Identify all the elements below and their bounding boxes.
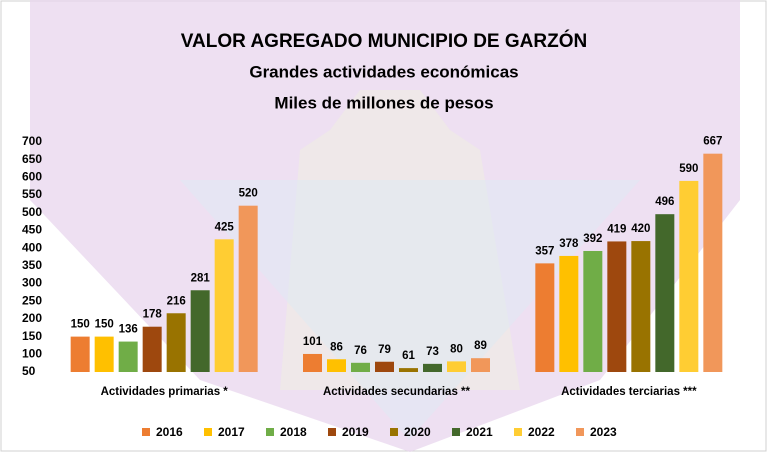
bar	[447, 361, 466, 372]
bar	[423, 363, 442, 372]
legend-swatch	[576, 428, 584, 436]
legend-label: 2022	[528, 425, 555, 439]
legend-swatch	[328, 428, 336, 436]
value-label: 496	[655, 196, 674, 208]
chart-subtitle: Miles de millones de pesos	[274, 93, 493, 112]
watermark-church	[280, 90, 520, 390]
bar	[375, 361, 394, 372]
legend-swatch	[452, 428, 460, 436]
y-tick-label: 450	[22, 223, 42, 237]
legend-label: 2020	[404, 425, 431, 439]
bar	[327, 359, 346, 372]
legend-swatch	[266, 428, 274, 436]
legend-label: 2016	[156, 425, 183, 439]
chart-title: VALOR AGREGADO MUNICIPIO DE GARZÓN	[181, 30, 587, 52]
bar	[118, 341, 138, 372]
bar	[94, 336, 114, 372]
x-tick-label: Actividades primarias *	[101, 386, 229, 398]
bar	[559, 255, 579, 372]
value-label: 61	[402, 350, 415, 362]
value-label: 73	[426, 346, 439, 358]
value-label: 86	[330, 341, 343, 353]
bar	[471, 358, 490, 372]
value-label: 80	[450, 343, 463, 355]
value-label: 392	[583, 233, 602, 245]
bar	[399, 368, 418, 372]
y-tick-label: 400	[22, 240, 42, 254]
legend-label: 2017	[218, 425, 245, 439]
y-tick-label: 600	[22, 170, 42, 184]
y-tick-label: 350	[22, 258, 42, 272]
bar	[190, 290, 210, 372]
watermark-mountain	[180, 180, 640, 440]
y-tick-label: 500	[22, 205, 42, 219]
value-label: 79	[378, 344, 391, 356]
bar	[142, 326, 162, 372]
value-label: 216	[167, 295, 186, 307]
value-label: 419	[607, 223, 626, 235]
bar	[679, 180, 699, 372]
y-tick-label: 250	[22, 293, 42, 307]
y-tick-label: 100	[22, 346, 42, 360]
y-tick-label: 150	[22, 329, 42, 343]
value-label: 281	[191, 272, 211, 284]
bar	[583, 250, 603, 372]
value-label: 150	[71, 319, 90, 331]
y-tick-label: 200	[22, 311, 42, 325]
bar	[655, 214, 675, 372]
bar	[238, 205, 258, 372]
y-tick-label: 550	[22, 187, 42, 201]
value-label: 178	[143, 309, 163, 321]
value-label: 378	[559, 238, 579, 250]
value-label: 101	[303, 336, 323, 348]
value-label: 667	[703, 136, 722, 148]
bar	[214, 239, 234, 372]
value-label: 136	[119, 324, 138, 336]
value-label: 420	[631, 223, 650, 235]
bar	[631, 241, 651, 372]
value-label: 150	[95, 319, 114, 331]
value-label: 357	[535, 245, 554, 257]
value-label: 520	[239, 188, 258, 200]
legend-label: 2018	[280, 425, 307, 439]
value-label: 89	[474, 340, 487, 352]
legend-label: 2023	[590, 425, 617, 439]
legend-label: 2019	[342, 425, 369, 439]
legend-swatch	[204, 428, 212, 436]
bar	[166, 313, 186, 372]
bar	[303, 353, 322, 372]
y-tick-label: 700	[22, 134, 42, 148]
x-tick-label: Actividades secundarias **	[323, 386, 471, 398]
bar	[703, 153, 723, 372]
y-tick-label: 50	[22, 364, 36, 378]
x-tick-label: Actividades terciarias ***	[561, 386, 697, 398]
value-label: 425	[215, 221, 235, 233]
legend-swatch	[514, 428, 522, 436]
bar	[535, 263, 555, 372]
y-tick-label: 650	[22, 152, 42, 166]
bar	[70, 336, 90, 372]
legend-swatch	[142, 428, 150, 436]
y-tick-label: 300	[22, 276, 42, 290]
value-label: 76	[354, 345, 367, 357]
value-label: 590	[679, 163, 698, 175]
legend-swatch	[390, 428, 398, 436]
bar	[607, 241, 627, 372]
bar	[351, 362, 370, 372]
legend-label: 2021	[466, 425, 493, 439]
chart-subtitle: Grandes actividades económicas	[249, 62, 518, 81]
